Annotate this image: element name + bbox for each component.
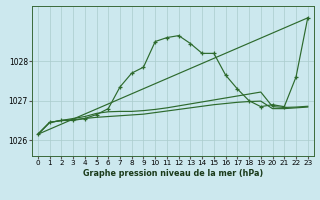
X-axis label: Graphe pression niveau de la mer (hPa): Graphe pression niveau de la mer (hPa)	[83, 169, 263, 178]
